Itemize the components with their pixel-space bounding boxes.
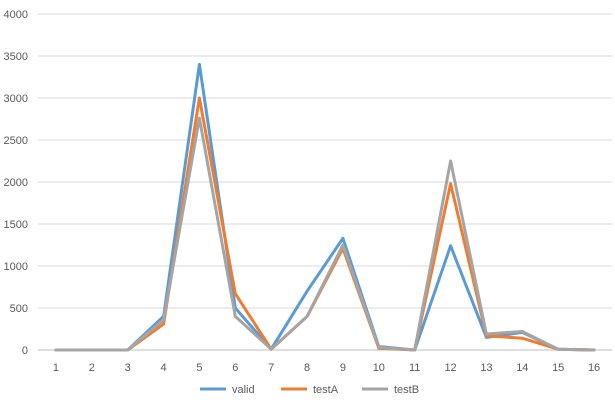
y-tick-label: 2500 — [4, 135, 28, 147]
x-tick-label: 6 — [232, 362, 238, 374]
y-tick-label: 0 — [22, 345, 28, 357]
series-line-testB — [54, 116, 596, 352]
legend-label: testB — [394, 384, 419, 396]
data-point-testB — [269, 347, 273, 351]
data-point-testB — [162, 318, 166, 322]
data-point-testB — [54, 348, 58, 352]
data-point-testB — [90, 348, 94, 352]
data-point-testB — [377, 346, 381, 349]
x-tick-label: 1 — [53, 362, 59, 374]
data-point-testB — [341, 243, 345, 247]
data-point-valid — [305, 289, 309, 293]
data-point-valid — [341, 236, 345, 240]
legend-item-testA: testA — [281, 384, 339, 396]
legend-label: valid — [232, 384, 255, 396]
x-tick-label: 15 — [552, 362, 564, 374]
y-tick-label: 2000 — [4, 177, 28, 189]
x-tick-label: 5 — [196, 362, 202, 374]
y-tick-label: 3000 — [4, 93, 28, 105]
x-tick-label: 8 — [304, 362, 310, 374]
legend: valid testA testB — [200, 384, 419, 396]
x-tick-label: 14 — [516, 362, 528, 374]
x-tick-label: 11 — [409, 362, 420, 374]
y-tick-label: 1500 — [4, 219, 28, 231]
y-tick-label: 1000 — [4, 261, 28, 273]
series-line-valid — [54, 62, 596, 352]
x-tick-label: 9 — [340, 362, 346, 374]
x-axis-ticks: 1 2 3 4 5 6 7 8 9 10 11 12 13 14 15 16 — [53, 362, 600, 374]
x-tick-label: 7 — [268, 362, 274, 374]
series-lines — [54, 62, 596, 352]
data-point-testA — [233, 292, 237, 296]
legend-item-valid: valid — [200, 384, 255, 396]
data-point-testB — [520, 330, 524, 333]
data-point-testB — [449, 159, 452, 163]
legend-item-testB: testB — [362, 384, 419, 396]
gridlines — [38, 13, 612, 351]
x-tick-label: 10 — [373, 362, 385, 374]
data-point-testB — [485, 332, 488, 336]
data-point-testB — [198, 116, 201, 120]
data-point-testB — [305, 315, 309, 318]
data-point-testA — [198, 96, 201, 100]
data-point-testB — [413, 348, 417, 352]
data-point-testA — [449, 182, 452, 186]
x-tick-label: 16 — [588, 362, 600, 374]
data-point-testB — [126, 348, 130, 352]
x-tick-label: 13 — [480, 362, 492, 374]
y-tick-label: 4000 — [4, 9, 28, 21]
x-tick-label: 3 — [125, 362, 131, 374]
data-point-testA — [162, 322, 166, 326]
legend-label: testA — [313, 384, 339, 396]
data-point-testA — [520, 336, 524, 340]
x-tick-label: 2 — [89, 362, 95, 374]
y-tick-label: 3500 — [4, 51, 28, 63]
data-point-valid — [198, 63, 201, 66]
y-axis-ticks: 0 500 1000 1500 2000 2500 3000 3500 4000 — [4, 9, 28, 357]
data-point-testB — [556, 347, 560, 351]
data-point-valid — [449, 244, 452, 248]
x-tick-label: 12 — [444, 362, 456, 374]
x-tick-label: 4 — [161, 362, 167, 374]
data-point-testB — [592, 348, 596, 352]
data-point-testB — [233, 315, 237, 318]
y-tick-label: 500 — [10, 303, 28, 315]
